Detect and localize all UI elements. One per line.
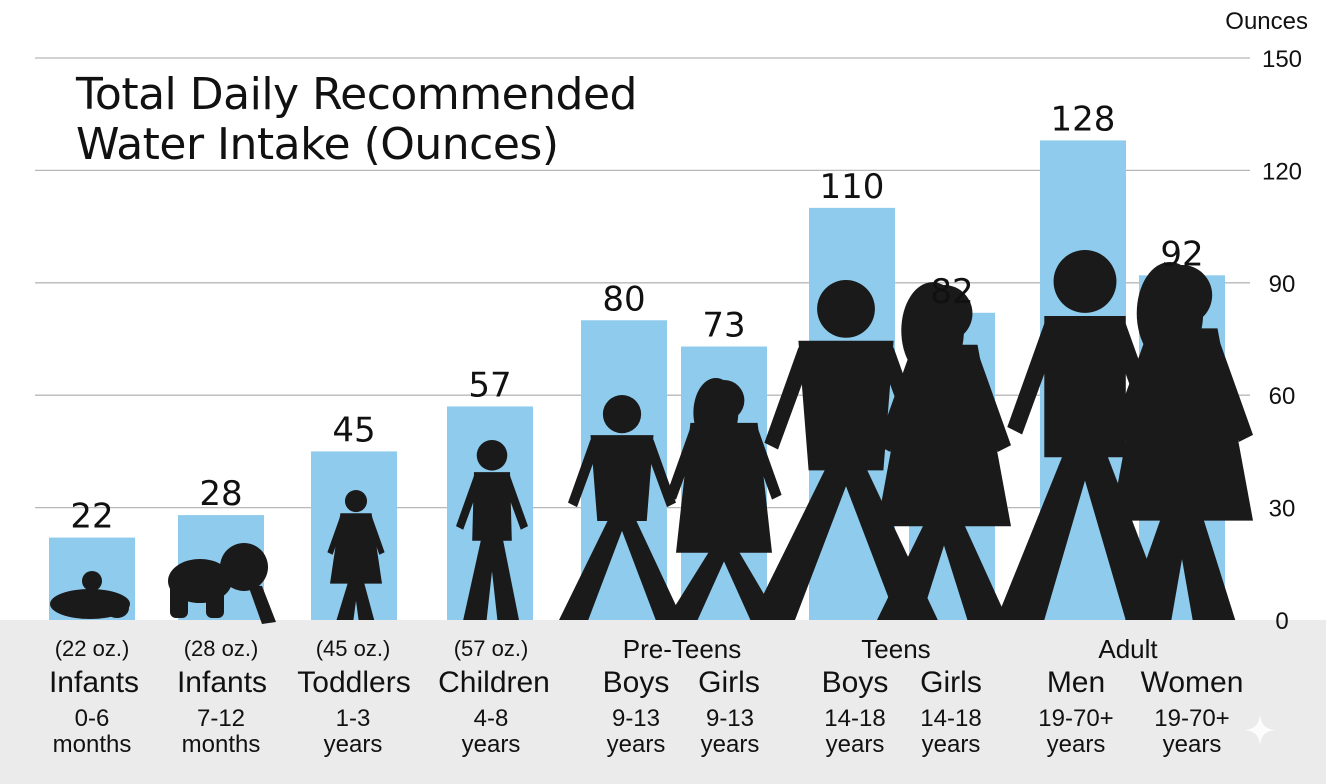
category-name: Infants — [176, 666, 268, 699]
category-name: Toddlers — [297, 666, 411, 699]
y-tick-label: 60 — [1269, 383, 1296, 410]
value-label: 128 — [1051, 99, 1116, 139]
age-range: 19-70+ — [1154, 705, 1230, 732]
category-age: 14-18 years — [824, 706, 885, 758]
label-panel — [0, 620, 1326, 784]
category-age: 9-13 years — [701, 706, 760, 758]
age-range: 14-18 — [920, 705, 982, 732]
category-oz-label: (22 oz.) — [54, 636, 130, 661]
category-name: Children — [438, 666, 550, 699]
value-label: 28 — [199, 474, 242, 514]
category-name: Infants — [48, 666, 140, 699]
age-unit: years — [921, 731, 981, 758]
category-name: Boys — [602, 666, 670, 699]
category-oz-label: (28 oz.) — [183, 636, 259, 661]
category-age: 4-8 years — [462, 706, 521, 758]
age-unit: years — [606, 731, 666, 758]
y-tick-label: 120 — [1262, 158, 1302, 185]
value-label: 22 — [70, 497, 113, 537]
category-oz-label: (57 oz.) — [453, 636, 529, 661]
chart-title-line-1: Total Daily Recommended — [76, 69, 637, 120]
category-age: 0-6 months — [53, 706, 132, 758]
category-labels: (22 oz.) (28 oz.) (45 oz.) (57 oz.) Pre-… — [0, 620, 1326, 784]
category-age: 19-70+ years — [1154, 706, 1229, 758]
age-range: 0-6 — [74, 705, 110, 732]
age-range: 7-12 — [196, 705, 246, 732]
toddler-icon — [327, 490, 385, 620]
chart-title-line-2: Water Intake (Ounces) — [76, 119, 559, 170]
age-unit: months — [52, 731, 132, 758]
age-unit: years — [825, 731, 885, 758]
silhouettes — [50, 250, 1253, 624]
age-unit: years — [323, 731, 383, 758]
group-label: Adult — [1098, 634, 1158, 664]
y-tick-label: 150 — [1262, 46, 1302, 73]
y-tick-label: 0 — [1275, 608, 1288, 635]
category-age: 14-18 years — [920, 706, 981, 758]
y-tick-label: 30 — [1269, 496, 1296, 523]
age-unit: years — [1162, 731, 1222, 758]
y-axis-unit: Ounces — [1225, 8, 1308, 35]
age-range: 19-70+ — [1038, 705, 1114, 732]
value-label: 57 — [468, 365, 511, 405]
category-name: Women — [1140, 666, 1244, 699]
age-range: 9-13 — [705, 705, 755, 732]
value-label: 80 — [602, 279, 645, 319]
teen-girl-icon — [877, 282, 1011, 620]
category-age: 9-13 years — [607, 706, 666, 758]
boy-icon — [559, 395, 683, 620]
age-range: 4-8 — [473, 705, 509, 732]
value-label: 92 — [1160, 234, 1203, 274]
y-tick-label: 90 — [1269, 271, 1296, 298]
woman-icon — [1111, 261, 1253, 620]
chart-title: Total Daily Recommended Water Intake (Ou… — [76, 70, 637, 170]
category-name: Girls — [920, 666, 982, 699]
category-oz-label: (45 oz.) — [315, 636, 391, 661]
age-unit: years — [700, 731, 760, 758]
value-label: 110 — [820, 167, 885, 207]
baby-sitting-icon — [50, 571, 130, 619]
age-unit: months — [181, 731, 261, 758]
group-label: Teens — [861, 634, 931, 664]
group-label: Pre-Teens — [622, 634, 742, 664]
category-name: Boys — [821, 666, 889, 699]
baby-crawling-icon — [168, 543, 276, 624]
age-unit: years — [461, 731, 521, 758]
category-name: Girls — [698, 666, 760, 699]
age-range: 14-18 — [824, 705, 886, 732]
sparkle-icon — [1244, 714, 1276, 746]
category-age: 1-3 years — [324, 706, 383, 758]
value-label: 45 — [332, 410, 375, 450]
value-label: 73 — [702, 305, 745, 345]
value-labels: 22 28 45 57 80 73 110 82 128 92 — [70, 99, 1203, 536]
age-range: 1-3 — [335, 705, 371, 732]
category-age: 19-70+ years — [1038, 706, 1113, 758]
age-unit: years — [1046, 731, 1106, 758]
y-tick-labels: 0 30 60 90 120 150 — [1262, 46, 1302, 635]
category-age: 7-12 months — [182, 706, 261, 758]
age-range: 9-13 — [611, 705, 661, 732]
child-icon — [456, 440, 528, 620]
category-name: Men — [1046, 666, 1106, 699]
value-label: 82 — [930, 272, 973, 312]
